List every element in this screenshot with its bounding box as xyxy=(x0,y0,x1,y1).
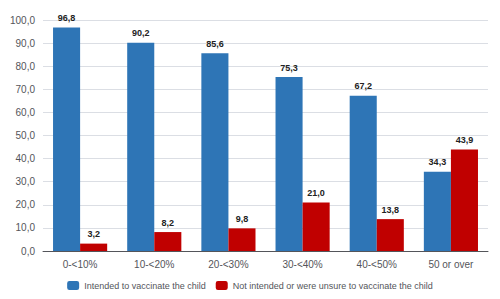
svg-text:60,0: 60,0 xyxy=(16,107,36,118)
svg-text:80,0: 80,0 xyxy=(16,61,36,72)
svg-text:21,0: 21,0 xyxy=(307,188,325,198)
svg-text:90,0: 90,0 xyxy=(16,38,36,49)
svg-text:50,0: 50,0 xyxy=(16,130,36,141)
svg-text:34,3: 34,3 xyxy=(429,157,447,167)
svg-text:0,0: 0,0 xyxy=(21,246,35,257)
svg-text:20-<30%: 20-<30% xyxy=(208,259,248,270)
svg-text:75,3: 75,3 xyxy=(280,63,298,73)
svg-text:9,8: 9,8 xyxy=(236,214,249,224)
svg-text:3,2: 3,2 xyxy=(87,229,100,239)
svg-text:50 or over: 50 or over xyxy=(428,259,474,270)
svg-text:43,9: 43,9 xyxy=(456,135,474,145)
svg-text:30,0: 30,0 xyxy=(16,176,36,187)
svg-text:40-<50%: 40-<50% xyxy=(357,259,397,270)
svg-text:10-<20%: 10-<20% xyxy=(134,259,174,270)
svg-text:67,2: 67,2 xyxy=(354,81,372,91)
svg-text:96,8: 96,8 xyxy=(58,13,76,23)
svg-text:Not intended or were unsure to: Not intended or were unsure to vaccinate… xyxy=(233,281,433,291)
svg-text:40,0: 40,0 xyxy=(16,153,36,164)
svg-text:0-<10%: 0-<10% xyxy=(63,259,98,270)
svg-text:Intended to vaccinate the chil: Intended to vaccinate the child xyxy=(84,281,206,291)
svg-text:10,0: 10,0 xyxy=(16,222,36,233)
svg-text:85,6: 85,6 xyxy=(206,39,224,49)
svg-text:30-<40%: 30-<40% xyxy=(282,259,322,270)
svg-text:20,0: 20,0 xyxy=(16,199,36,210)
svg-text:100,0: 100,0 xyxy=(10,15,35,26)
svg-text:13,8: 13,8 xyxy=(382,205,400,215)
svg-text:90,2: 90,2 xyxy=(132,28,150,38)
svg-text:8,2: 8,2 xyxy=(162,218,175,228)
svg-text:70,0: 70,0 xyxy=(16,84,36,95)
